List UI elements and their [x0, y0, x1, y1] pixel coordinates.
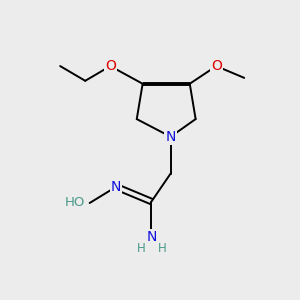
Text: N: N [111, 180, 121, 194]
Text: O: O [211, 59, 222, 73]
Text: O: O [105, 59, 116, 73]
Text: HO: HO [65, 196, 85, 209]
Text: H: H [158, 242, 166, 255]
Text: N: N [165, 130, 176, 144]
Text: H: H [137, 242, 146, 255]
Text: N: N [146, 230, 157, 244]
